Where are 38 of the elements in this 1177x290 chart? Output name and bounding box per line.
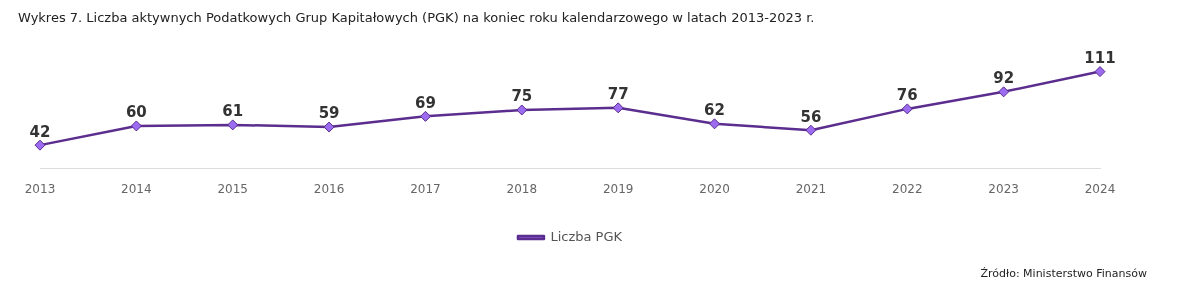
legend-label: Liczba PGK [550, 228, 623, 244]
x-tick-label: 2017 [410, 181, 441, 196]
point [901, 103, 913, 115]
point [805, 124, 817, 136]
x-tick-label: 2021 [795, 181, 827, 196]
data-label: 77 [607, 85, 629, 104]
x-tick-label: 2019 [602, 181, 634, 196]
data-label: 92 [993, 69, 1015, 88]
point [419, 110, 431, 122]
x-tick-label: 2018 [506, 181, 538, 196]
data-label: 59 [318, 104, 340, 123]
data-label: 42 [29, 122, 51, 141]
x-tick-label: 2022 [892, 181, 923, 196]
data-label: 61 [222, 102, 244, 121]
x-tick-label: 2013 [24, 181, 56, 196]
x-tick-label: 2023 [988, 181, 1019, 196]
x-tick-label: 2014 [121, 181, 152, 196]
chart-title: Wykres 7. Liczba aktywnych Podatkowych Grup Kapitałowych (PGK) na koniec roku kalendarzowego w latach 2013-2023 r. [18, 10, 815, 25]
point [227, 119, 239, 131]
point [516, 104, 528, 116]
data-label: 75 [511, 87, 533, 106]
data-label: 62 [704, 101, 725, 120]
point [709, 118, 721, 130]
x-tick-label: 2015 [217, 181, 248, 196]
data-label: 111 [1084, 48, 1116, 67]
point [34, 139, 46, 151]
point [612, 102, 624, 114]
data-label: 76 [896, 86, 918, 105]
x-tick-label: 2020 [699, 181, 730, 196]
data-label: 56 [800, 107, 822, 126]
point [1094, 66, 1106, 78]
x-tick-label: 2024 [1084, 181, 1116, 196]
point [130, 120, 142, 132]
point [998, 86, 1010, 98]
data-label: 60 [125, 103, 147, 122]
text: Źródło: Ministerstwo Finansów [980, 267, 1147, 280]
data-label: 69 [415, 93, 436, 112]
x-tick-label: 2016 [313, 181, 345, 196]
